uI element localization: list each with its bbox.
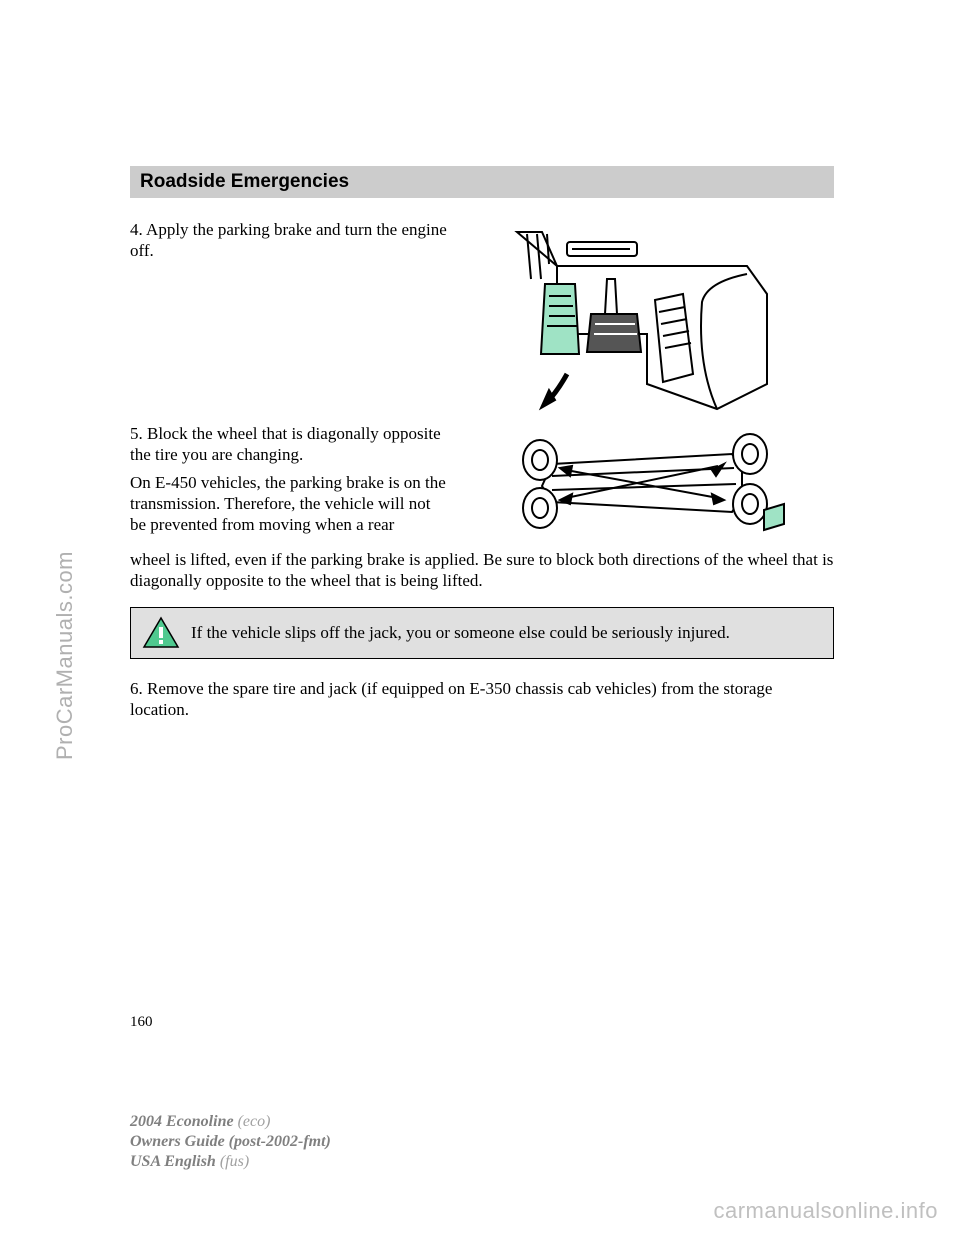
step5-continuation: wheel is lifted, even if the parking bra… bbox=[130, 550, 834, 591]
footer-line3: USA English (fus) bbox=[130, 1152, 331, 1172]
step5-b: On E-450 vehicles, the parking brake is … bbox=[130, 473, 450, 535]
footer-watermark: carmanualsonline.info bbox=[713, 1198, 938, 1224]
step5-a: 5. Block the wheel that is diagonally op… bbox=[130, 424, 450, 465]
step4-row: 4. Apply the parking brake and turn the … bbox=[130, 220, 834, 414]
warning-icon bbox=[131, 608, 191, 658]
step5-row: 5. Block the wheel that is diagonally op… bbox=[130, 424, 834, 544]
section-header-bar: Roadside Emergencies bbox=[130, 166, 834, 198]
page: Roadside Emergencies 4. Apply the parkin… bbox=[0, 0, 960, 1242]
footer-l3-ital: (fus) bbox=[216, 1153, 249, 1170]
step5-text-col: 5. Block the wheel that is diagonally op… bbox=[130, 424, 450, 536]
footer-l1-ital: (eco) bbox=[234, 1113, 271, 1130]
chassis-illustration bbox=[450, 424, 834, 544]
footer-line1: 2004 Econoline (eco) bbox=[130, 1112, 331, 1132]
page-number: 160 bbox=[130, 1014, 153, 1031]
footer-block: 2004 Econoline (eco) Owners Guide (post-… bbox=[130, 1112, 331, 1172]
warning-box: If the vehicle slips off the jack, you o… bbox=[130, 607, 834, 659]
section-title: Roadside Emergencies bbox=[140, 171, 349, 193]
sidebar-watermark: ProCarManuals.com bbox=[52, 551, 78, 760]
footer-line2: Owners Guide (post-2002-fmt) bbox=[130, 1132, 331, 1152]
content-area: Roadside Emergencies 4. Apply the parkin… bbox=[130, 166, 834, 721]
footer-l3-bold: USA English bbox=[130, 1153, 216, 1170]
warning-text: If the vehicle slips off the jack, you o… bbox=[191, 608, 833, 658]
footer-l2-bold: Owners Guide (post-2002-fmt) bbox=[130, 1133, 331, 1150]
step6-text: 6. Remove the spare tire and jack (if eq… bbox=[130, 679, 834, 720]
footer-l1-bold: 2004 Econoline bbox=[130, 1113, 234, 1130]
pedal-illustration bbox=[450, 220, 834, 414]
step4-text: 4. Apply the parking brake and turn the … bbox=[130, 220, 450, 261]
